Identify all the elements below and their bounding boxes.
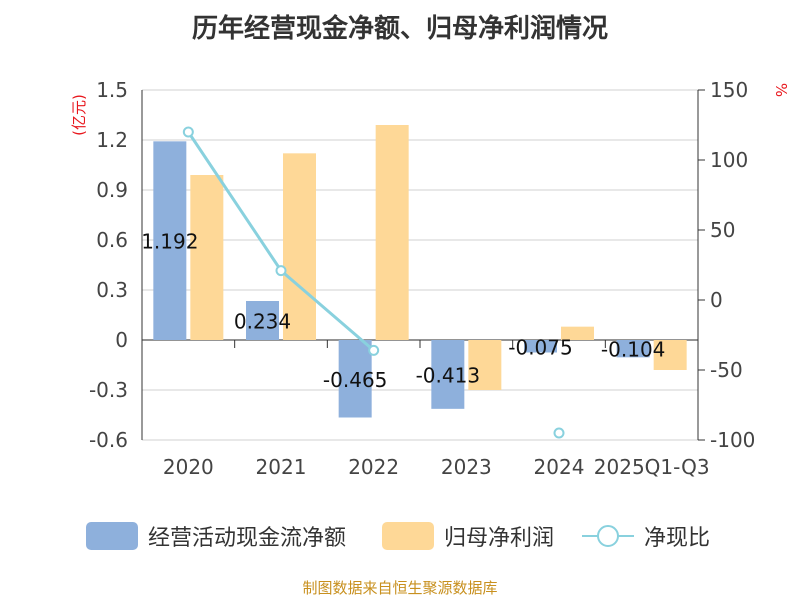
data-label-cashflow: -0.104	[601, 338, 665, 362]
bar-net-profit	[653, 340, 687, 370]
data-label-cashflow: -0.413	[416, 363, 480, 387]
ratio-line	[182, 126, 565, 439]
x-tick-label: 2024	[534, 455, 585, 479]
y-tick-label-right: 100	[710, 148, 748, 172]
legend-item-cashflow[interactable]: 经营活动现金流净额	[86, 518, 346, 554]
data-label-cashflow: 1.192	[141, 230, 198, 254]
y-tick-label-left: 0.9	[96, 178, 128, 202]
bar-cashflow	[153, 141, 187, 340]
data-label-cashflow: -0.465	[323, 368, 387, 392]
chart-title: 历年经营现金净额、归母净利润情况	[191, 14, 608, 44]
legend-swatch-cash-ratio	[582, 522, 634, 550]
data-label-cashflow: -0.075	[508, 335, 572, 359]
x-tick-label: 2020	[163, 455, 214, 479]
ratio-point	[368, 344, 380, 356]
legend-swatch-cashflow	[86, 522, 138, 550]
bar-cashflow	[524, 340, 557, 353]
x-tick-label: 2022	[348, 455, 399, 479]
ratio-point	[553, 427, 565, 439]
legend-label-cash-ratio: 净现比	[644, 526, 711, 551]
y-tick-label-right: 150	[710, 78, 748, 102]
legend-item-net-profit[interactable]: 归母净利润	[382, 518, 554, 554]
legend: 经营活动现金流净额 归母净利润 净现比	[0, 518, 800, 554]
y-axis-label-left: (亿元)	[70, 94, 88, 136]
axes: 1.5 1.2 0.9 0.6 0.3 0 -0.3 -0.6 150 100 50 0 -50 -100…	[70, 78, 790, 479]
bar-net-profit	[561, 326, 594, 340]
y-tick-label-left: 0	[115, 328, 128, 352]
legend-label-net-profit: 归母净利润	[444, 526, 555, 551]
y-tick-label-left: 1.2	[96, 128, 128, 152]
bar-net-profit	[190, 175, 224, 340]
y-axis-label-right: %	[772, 83, 790, 97]
ratio-point	[182, 126, 194, 138]
x-tick-label: 2023	[441, 455, 492, 479]
y-tick-label-left: 0.6	[96, 228, 128, 252]
y-tick-label-left: 0.3	[96, 278, 128, 302]
y-tick-label-right: -50	[710, 358, 743, 382]
x-tick-label: 2021	[256, 455, 307, 479]
data-source: 制图数据来自恒生聚源数据库	[302, 579, 498, 597]
bar-net-profit	[468, 340, 502, 390]
legend-swatch-net-profit	[382, 522, 434, 550]
bars	[153, 125, 687, 418]
data-labels: 1.192 0.234 -0.465 -0.413 -0.075 -0.104	[141, 230, 665, 392]
y-tick-label-left: -0.6	[89, 428, 128, 452]
y-tick-label-left: -0.3	[89, 378, 128, 402]
y-tick-label-right: -100	[710, 428, 755, 452]
bar-cashflow	[338, 340, 372, 418]
legend-label-cashflow: 经营活动现金流净额	[148, 526, 347, 551]
y-tick-label-right: 50	[710, 218, 735, 242]
y-tick-label-left: 1.5	[96, 78, 128, 102]
gridlines	[142, 89, 698, 441]
data-label-cashflow: 0.234	[234, 310, 291, 334]
bar-net-profit	[375, 125, 409, 340]
bar-cashflow	[616, 340, 650, 358]
bar-net-profit	[283, 153, 316, 340]
bar-cashflow	[431, 340, 465, 409]
x-tick-label: 2025Q1-Q3	[594, 455, 710, 479]
legend-item-cash-ratio[interactable]: 净现比	[582, 518, 710, 554]
bar-cashflow	[246, 301, 279, 340]
ratio-point	[275, 265, 287, 277]
y-tick-label-right: 0	[710, 288, 723, 312]
